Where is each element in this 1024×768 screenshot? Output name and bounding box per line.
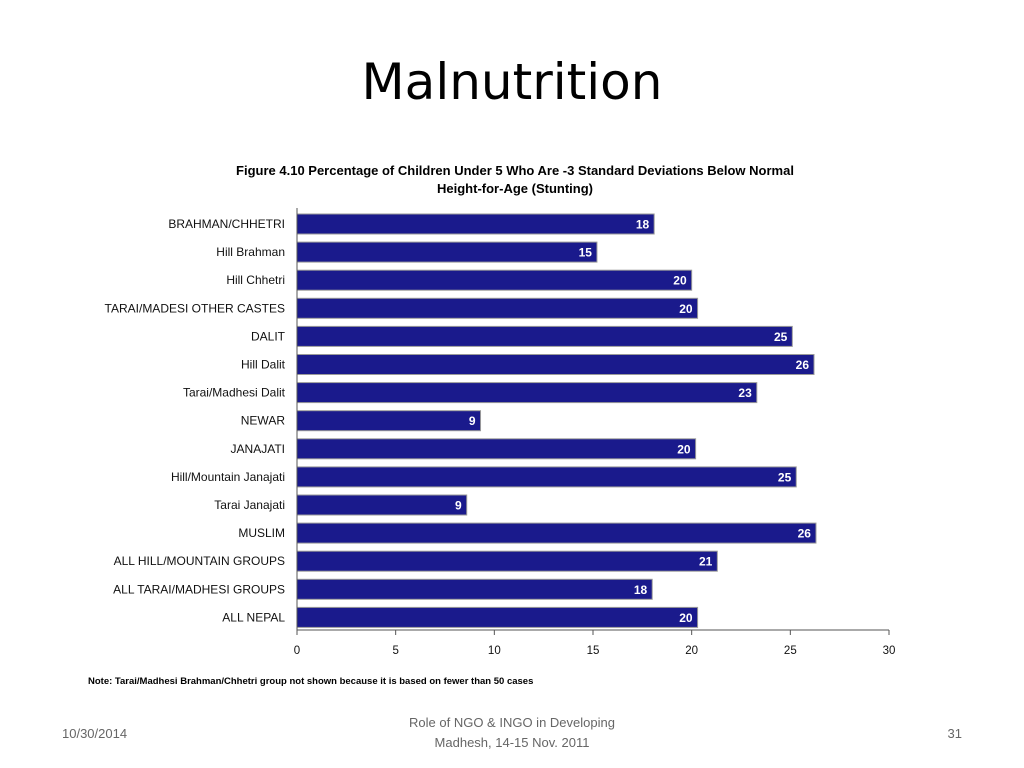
category-label: Tarai Janajati	[214, 498, 285, 512]
bar	[296, 297, 699, 319]
category-label: DALIT	[251, 329, 286, 343]
category-label: Hill Brahman	[216, 245, 285, 259]
footer-center-line-2: Madhesh, 14-15 Nov. 2011	[434, 735, 590, 750]
footer-date: 10/30/2014	[62, 726, 128, 741]
figure-title: Figure 4.10 Percentage of Children Under…	[150, 162, 880, 198]
value-label: 20	[673, 274, 687, 288]
value-label: 20	[677, 442, 691, 456]
category-label: Hill/Mountain Janajati	[171, 470, 285, 484]
x-tick-label: 10	[488, 645, 501, 657]
bar	[296, 382, 758, 404]
value-label: 23	[738, 386, 752, 400]
value-label: 26	[796, 358, 810, 372]
value-label: 20	[679, 611, 693, 625]
category-label: Tarai/Madhesi Dalit	[183, 386, 286, 400]
slide-title: Malnutrition	[361, 53, 663, 111]
bar	[296, 438, 697, 460]
category-label: ALL HILL/MOUNTAIN GROUPS	[114, 554, 285, 568]
bar	[296, 269, 693, 291]
x-tick-label: 5	[392, 645, 398, 657]
bar	[296, 494, 468, 516]
category-label: JANAJATI	[231, 442, 285, 456]
bar	[296, 241, 598, 263]
category-label: ALL TARAI/MADHESI GROUPS	[113, 582, 285, 596]
category-label: BRAHMAN/CHHETRI	[168, 217, 285, 231]
x-tick-label: 15	[587, 645, 600, 657]
category-label: Hill Chhetri	[226, 273, 285, 287]
value-label: 18	[634, 583, 648, 597]
value-label: 9	[469, 414, 476, 428]
value-label: 26	[798, 527, 812, 541]
figure-title-line-1: Figure 4.10 Percentage of Children Under…	[236, 163, 794, 178]
value-label: 15	[579, 246, 593, 260]
figure-title-line-2: Height-for-Age (Stunting)	[437, 181, 593, 196]
bar	[296, 522, 817, 544]
value-label: 25	[774, 330, 788, 344]
category-label: MUSLIM	[238, 526, 285, 540]
x-tick-label: 25	[784, 645, 797, 657]
bar	[296, 466, 797, 488]
bar	[296, 550, 718, 572]
bar	[296, 213, 655, 235]
bar	[296, 325, 793, 347]
bar	[296, 606, 699, 628]
value-label: 25	[778, 470, 792, 484]
chart-note: Note: Tarai/Madhesi Brahman/Chhetri grou…	[88, 676, 534, 687]
footer-center-line-1: Role of NGO & INGO in Developing	[409, 715, 615, 730]
category-label: NEWAR	[241, 414, 286, 428]
value-label: 9	[455, 499, 462, 513]
x-tick-label: 30	[883, 645, 896, 657]
bar	[296, 578, 653, 600]
category-label: TARAI/MADESI OTHER CASTES	[105, 301, 285, 315]
value-label: 21	[699, 555, 713, 569]
value-label: 20	[679, 302, 693, 316]
value-label: 18	[636, 218, 650, 232]
category-label: Hill Dalit	[241, 358, 286, 372]
x-tick-label: 0	[294, 645, 300, 657]
bar	[296, 354, 815, 375]
page-number: 31	[947, 726, 962, 741]
bar	[296, 410, 482, 432]
category-label: ALL NEPAL	[222, 610, 285, 624]
footer-center-text: Role of NGO & INGO in Developing Madhesh…	[362, 713, 662, 753]
x-tick-label: 20	[685, 645, 698, 657]
